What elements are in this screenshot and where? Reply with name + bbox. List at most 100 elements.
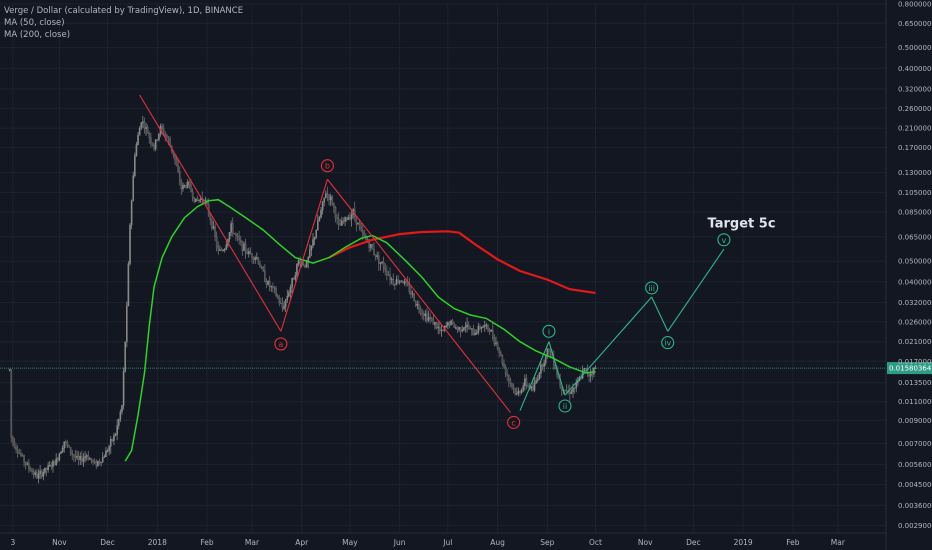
y-tick-label: 0.40000000	[898, 65, 932, 73]
candle-body	[501, 354, 504, 364]
x-tick-label: 2018	[148, 538, 167, 547]
candle-body	[44, 467, 46, 473]
y-tick-label: 0.05000000	[898, 258, 932, 266]
candle-body	[382, 261, 385, 269]
candle-body	[153, 144, 155, 150]
candle-body	[203, 199, 205, 201]
wave-impulse-label-circle	[558, 399, 572, 413]
candle-body	[390, 278, 393, 281]
y-tick-label: 0.00290000	[898, 522, 932, 530]
candle-body	[488, 329, 491, 332]
candle-body	[302, 262, 305, 266]
candle-body	[244, 243, 247, 253]
candle-body	[504, 366, 507, 375]
candle-body	[15, 446, 17, 451]
candle-body	[471, 328, 473, 330]
candle-body	[114, 434, 117, 436]
wave-abc-label: b	[325, 162, 330, 171]
candle-body	[299, 260, 301, 265]
candle-body	[180, 181, 183, 190]
candle-body	[413, 293, 415, 302]
candle-body	[21, 455, 24, 457]
candle-body	[297, 260, 300, 265]
candle-body	[130, 200, 133, 226]
candle-body	[511, 383, 513, 387]
candle-body	[262, 267, 265, 272]
candle-body	[466, 324, 468, 327]
candle-body	[251, 253, 253, 258]
candle-body	[204, 200, 207, 202]
candle-body	[122, 371, 125, 406]
candle-body	[264, 270, 266, 282]
x-tick-label: Mar	[245, 538, 260, 547]
candle-body	[406, 282, 409, 285]
candle-body	[442, 329, 444, 332]
candle-body	[451, 320, 454, 324]
candle-body	[325, 193, 327, 199]
candle-body	[214, 226, 216, 237]
candle-body	[31, 470, 33, 473]
wave-abc-line	[280, 179, 328, 332]
candle-body	[508, 375, 510, 381]
candle-body	[186, 181, 189, 188]
wave-abc-line	[327, 178, 511, 413]
candle-body	[238, 236, 240, 241]
x-axis[interactable]: 3 Nov Dec 2018 Feb Mar Apr May Jun Jul Aug Sep Oct No…	[0, 532, 886, 547]
candle-body	[461, 329, 464, 332]
candle-body	[491, 329, 494, 338]
candle-body	[304, 264, 306, 268]
candle-body	[447, 322, 449, 327]
candle-body	[257, 257, 260, 265]
candle-body	[217, 246, 220, 251]
candle-body	[334, 206, 337, 218]
y-axis[interactable]: 0.80000000 0.65000000 0.50000000 0.40000000…	[885, 0, 932, 550]
x-tick-label: Mar	[831, 538, 846, 547]
candle-body	[150, 137, 152, 143]
candle-body	[209, 214, 212, 221]
wave-abc-label-circle	[320, 159, 334, 173]
candle-body	[414, 300, 417, 306]
candle-body	[182, 185, 184, 190]
candle-body	[247, 251, 250, 255]
candle-body	[268, 280, 271, 287]
x-tick-label: Dec	[686, 538, 701, 547]
candle-body	[320, 210, 322, 218]
candle-body	[175, 159, 178, 167]
y-tick-label: 0.01700000	[898, 358, 932, 366]
candle-body	[429, 317, 431, 319]
y-tick-label: 0.04000000	[898, 278, 932, 286]
candle-body	[239, 239, 242, 242]
candle-body	[92, 460, 94, 462]
candle-body	[453, 322, 456, 328]
candle-body	[61, 447, 64, 453]
ma50-legend: MA (50, close)	[4, 18, 65, 28]
candle-body	[111, 439, 114, 441]
candle-body	[106, 450, 109, 452]
wave-impulse-label: v	[722, 236, 727, 245]
candle-body	[156, 139, 159, 141]
candle-body	[65, 441, 67, 443]
x-tick-label: Oct	[589, 538, 602, 547]
x-tick-label: 3	[10, 538, 15, 547]
candle-body	[386, 270, 388, 275]
candle-body	[387, 274, 390, 276]
candle-body	[377, 255, 380, 264]
candle-body	[167, 137, 170, 140]
y-tick-label: 0.65000000	[898, 20, 932, 28]
candle-body	[416, 304, 419, 306]
x-tick-label: Nov	[638, 538, 653, 547]
candle-body	[166, 135, 168, 138]
candle-body	[342, 220, 345, 222]
candle-body	[183, 184, 186, 187]
candle-body	[143, 121, 146, 130]
candle-body	[82, 457, 85, 462]
candle-body	[100, 461, 102, 464]
y-tick-label: 0.00560000	[898, 461, 932, 469]
candle-body	[196, 198, 199, 201]
candle-body	[212, 226, 215, 229]
candle-body	[288, 292, 290, 297]
x-tick-label: Dec	[100, 538, 115, 547]
wave-impulse-label: ii	[563, 402, 567, 411]
candle-body	[140, 122, 143, 129]
